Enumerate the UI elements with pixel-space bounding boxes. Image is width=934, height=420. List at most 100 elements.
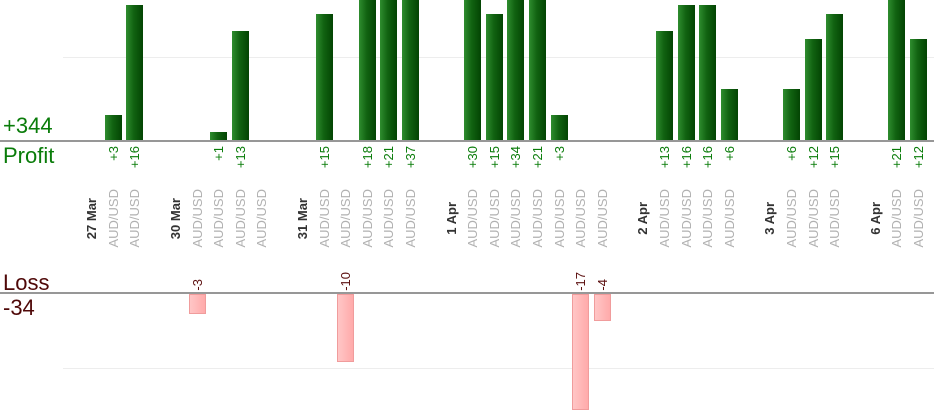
loss-section-label: Loss (3, 269, 50, 295)
profit-value-wrap: +15 (824, 146, 846, 168)
instrument-label: AUD/USD (656, 189, 672, 248)
profit-bar (231, 31, 249, 140)
loss-bar (337, 294, 355, 362)
date-group: 27 Mar AUD/USD +3 AUD/USD +16 (81, 0, 146, 420)
trade-column: AUD/USD +12 (802, 0, 824, 420)
profit-value-label: +16 (678, 146, 694, 169)
loss-value-label: -4 (594, 279, 610, 291)
profit-value-wrap: +16 (124, 146, 146, 168)
chart-columns: 27 Mar AUD/USD +3 AUD/USD +16 30 Mar AUD/USD -3… (81, 0, 934, 420)
trade-column: AUD/USD +13 (230, 0, 252, 420)
loss-total: -34 (3, 295, 35, 320)
profit-value-label: +3 (105, 146, 121, 161)
date-label: 3 Apr (762, 202, 778, 235)
instrument-label: AUD/USD (105, 189, 121, 248)
profit-value-label: +15 (316, 146, 332, 169)
profit-bar (464, 0, 482, 140)
profit-bar (826, 14, 844, 140)
instrument-label: AUD/USD (127, 189, 143, 248)
date-column: 2 Apr (632, 0, 654, 420)
profit-value-wrap: +12 (802, 146, 824, 168)
date-label-wrap: 1 Apr (440, 186, 462, 251)
date-group: 3 Apr AUD/USD +6 AUD/USD +12 AUD/USD +15 (759, 0, 845, 420)
date-group: 31 Mar AUD/USD +15 AUD/USD -10 AUD/USD +18 AUD/… (292, 0, 422, 420)
profit-value-wrap: +12 (908, 146, 930, 168)
profit-bar (677, 5, 695, 140)
instrument-label: AUD/USD (403, 189, 419, 248)
trade-column: AUD/USD +16 (124, 0, 146, 420)
profit-value-wrap: +21 (886, 146, 908, 168)
profit-bar (699, 5, 717, 140)
trade-column: AUD/USD +1 (208, 0, 230, 420)
trade-column: AUD/USD -17 (570, 0, 592, 420)
instrument-label: AUD/USD (700, 189, 716, 248)
date-label: 1 Apr (443, 202, 459, 235)
trade-column: AUD/USD +12 (908, 0, 930, 420)
profit-axis-line (0, 140, 934, 142)
trade-column: AUD/USD +6 (781, 0, 803, 420)
instrument-label-wrap: AUD/USD (548, 186, 570, 251)
instrument-label: AUD/USD (211, 189, 227, 248)
instrument-label-wrap: AUD/USD (886, 186, 908, 251)
instrument-label: AUD/USD (316, 189, 332, 248)
instrument-label: AUD/USD (232, 189, 248, 248)
date-label-wrap: 31 Mar (292, 186, 314, 251)
trade-column: AUD/USD -10 (335, 0, 357, 420)
instrument-label-wrap: AUD/USD (484, 186, 506, 251)
loss-bar (572, 294, 590, 410)
trade-column: AUD/USD +21 (527, 0, 549, 420)
instrument-label-wrap: AUD/USD (527, 186, 549, 251)
profit-value-wrap: +3 (548, 146, 570, 161)
profit-value-label: +37 (403, 146, 419, 169)
profit-value-wrap: +13 (654, 146, 676, 168)
date-label-wrap: 3 Apr (759, 186, 781, 251)
trade-column: AUD/USD +21 (378, 0, 400, 420)
instrument-label-wrap: AUD/USD (654, 186, 676, 251)
date-column: 6 Apr (864, 0, 886, 420)
profit-bar (804, 39, 822, 140)
profit-bar (550, 115, 568, 140)
date-label-wrap: 6 Apr (864, 186, 886, 251)
instrument-label: AUD/USD (594, 189, 610, 248)
trade-column: AUD/USD +3 (103, 0, 125, 420)
profit-bar (909, 39, 927, 140)
loss-value-wrap: -10 (335, 272, 357, 291)
instrument-label-wrap: AUD/USD (357, 186, 379, 251)
instrument-label-wrap: AUD/USD (802, 186, 824, 251)
profit-value-label: +21 (889, 146, 905, 169)
trade-column: AUD/USD -3 (186, 0, 208, 420)
date-label: 30 Mar (168, 197, 184, 240)
profit-value-wrap: +3 (103, 146, 125, 161)
profit-value-label: +16 (700, 146, 716, 169)
profit-bar (485, 14, 503, 140)
profit-bar (126, 5, 144, 140)
instrument-label: AUD/USD (783, 189, 799, 248)
date-label: 6 Apr (867, 202, 883, 235)
loss-bar (188, 294, 206, 314)
loss-value-wrap: -17 (570, 272, 592, 291)
profit-total: +344 (3, 112, 53, 138)
profit-value-label: +15 (486, 146, 502, 169)
profit-value-wrap: +15 (484, 146, 506, 168)
instrument-label: AUD/USD (508, 189, 524, 248)
instrument-label: AUD/USD (573, 189, 589, 248)
profit-bar (507, 0, 525, 140)
instrument-label-wrap: AUD/USD (208, 186, 230, 251)
profit-value-label: +6 (783, 146, 799, 161)
loss-value-label: -3 (189, 279, 205, 291)
loss-value-label: -10 (338, 272, 354, 291)
instrument-label-wrap: AUD/USD (824, 186, 846, 251)
instrument-label: AUD/USD (529, 189, 545, 248)
instrument-label-wrap: AUD/USD (124, 186, 146, 251)
date-label: 31 Mar (295, 197, 311, 240)
date-group: 30 Mar AUD/USD -3 AUD/USD +1 AUD/USD +13 AUD/US… (165, 0, 273, 420)
trade-column: AUD/USD (251, 0, 273, 420)
trade-column: AUD/USD -4 (591, 0, 613, 420)
instrument-label-wrap: AUD/USD (505, 186, 527, 251)
loss-value-label: -17 (573, 272, 589, 291)
profit-value-label: +13 (656, 146, 672, 169)
trade-column: AUD/USD +21 (886, 0, 908, 420)
profit-bar (888, 0, 906, 140)
instrument-label-wrap: AUD/USD (335, 186, 357, 251)
profit-bar (528, 0, 546, 140)
